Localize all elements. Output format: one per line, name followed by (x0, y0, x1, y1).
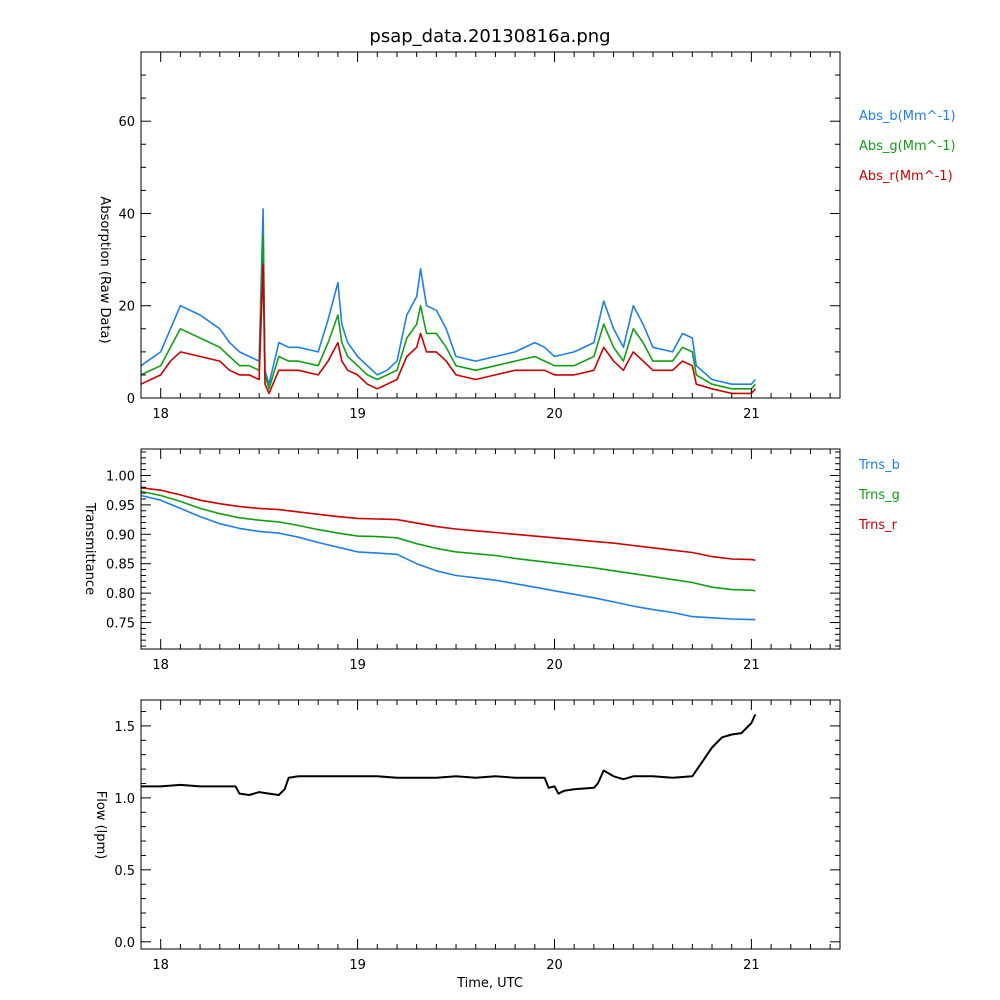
x-tick-label: 21 (743, 658, 760, 673)
y-tick-label: 0.80 (106, 587, 135, 602)
flow-ylabel: Flow (lpm) (93, 791, 108, 859)
series-line-trns-g (140, 490, 756, 592)
flow-panel: Flow (lpm) Time, UTC 18 19 20 21 0.0 0.5 1.0 1.… (93, 699, 841, 991)
x-tick-label: 18 (152, 658, 169, 673)
y-tick-label: 0.95 (106, 499, 135, 514)
y-tick-label: 0 (127, 392, 135, 407)
plot-frame (140, 699, 841, 950)
y-tick-label: 1.0 (114, 792, 135, 807)
series-group (141, 713, 757, 796)
x-tick-label: 20 (546, 958, 563, 973)
y-tick-label: 0.90 (106, 528, 135, 543)
x-tick-label: 18 (152, 407, 169, 422)
legend-trns-b: Trns_b (858, 458, 900, 473)
legend-trns-g: Trns_g (858, 488, 900, 503)
transmittance-legend: Trns_b Trns_g Trns_r (858, 458, 900, 533)
series-group (140, 487, 756, 621)
legend-abs-r: Abs_r(Mm^-1) (859, 169, 953, 184)
plot-frame (140, 51, 841, 399)
x-tick-label: 19 (349, 407, 366, 422)
transmittance-panel: Transmittance Trns_b Trns_g Trns_r 18 19 2… (82, 448, 900, 673)
legend-abs-g: Abs_g(Mm^-1) (859, 139, 956, 154)
y-tick-label: 20 (118, 300, 135, 315)
x-tick-label: 19 (349, 958, 366, 973)
absorption-panel: Absorption (Raw Data) Abs_b(Mm^-1) Abs_g… (97, 51, 956, 422)
y-tick-label: 0.0 (114, 936, 135, 951)
absorption-ylabel: Absorption (Raw Data) (97, 196, 112, 343)
y-tick-label: 60 (118, 115, 135, 130)
series-line-trns-b (140, 494, 756, 621)
y-tick-label: 40 (118, 207, 135, 222)
figure-title: psap_data.20130816a.png (369, 26, 610, 47)
y-tick-label: 1.00 (106, 469, 135, 484)
x-tick-label: 20 (546, 658, 563, 673)
x-tick-label: 18 (152, 958, 169, 973)
series-group (140, 208, 756, 395)
series-line-flow (141, 713, 757, 796)
series-line-trns-r (140, 487, 756, 561)
absorption-legend: Abs_b(Mm^-1) Abs_g(Mm^-1) Abs_r(Mm^-1) (859, 109, 956, 184)
legend-abs-b: Abs_b(Mm^-1) (859, 109, 956, 124)
plot-frame (140, 448, 841, 650)
series-line-abs-r-mm-1- (140, 263, 756, 395)
x-tick-label: 20 (546, 407, 563, 422)
flow-xlabel: Time, UTC (456, 976, 523, 991)
y-tick-label: 0.75 (106, 617, 135, 632)
x-tick-label: 21 (743, 407, 760, 422)
y-tick-label: 0.5 (114, 864, 135, 879)
legend-trns-r: Trns_r (858, 518, 898, 533)
y-tick-label: 0.85 (106, 558, 135, 573)
x-tick-label: 19 (349, 658, 366, 673)
transmittance-ylabel: Transmittance (82, 502, 97, 595)
y-tick-label: 1.5 (114, 720, 135, 735)
x-tick-label: 21 (743, 958, 760, 973)
